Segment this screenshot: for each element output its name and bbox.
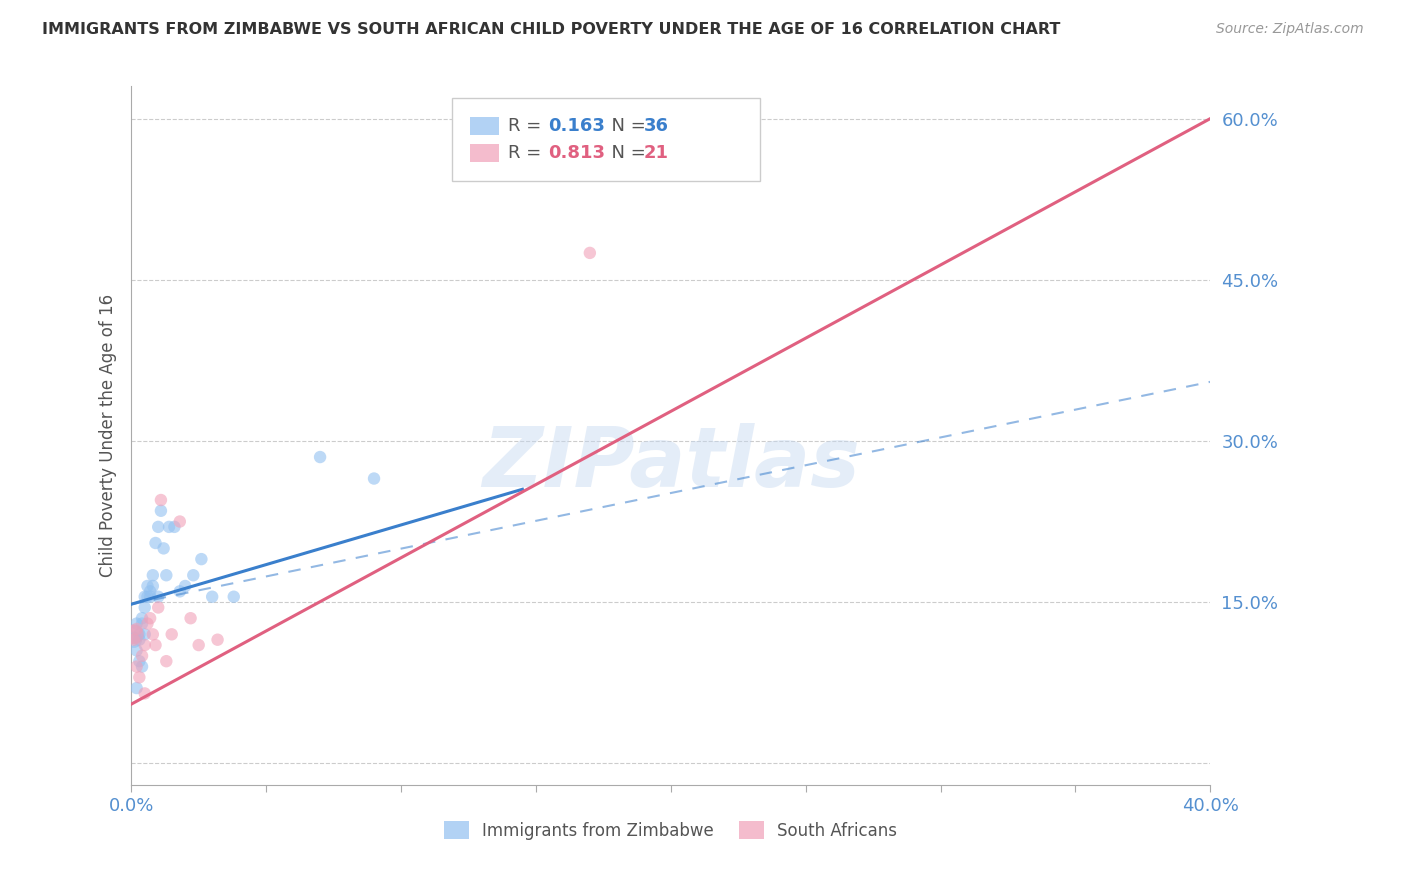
Point [134, 627, 156, 641]
Text: N =: N = [600, 144, 651, 161]
Point [128, 627, 150, 641]
Text: 21: 21 [644, 144, 668, 161]
Point [134, 686, 156, 700]
Text: Source: ZipAtlas.com: Source: ZipAtlas.com [1216, 22, 1364, 37]
Point [169, 515, 191, 529]
Point [125, 616, 148, 631]
Text: 0.163: 0.163 [548, 117, 605, 135]
Point [152, 541, 174, 556]
Point [125, 643, 148, 657]
Point [207, 632, 229, 647]
Point [149, 504, 172, 518]
Point [145, 638, 167, 652]
Point [180, 611, 202, 625]
Point [149, 493, 172, 508]
Point [131, 611, 153, 625]
Point [145, 536, 167, 550]
Point [187, 638, 209, 652]
Point [122, 627, 145, 641]
Point [181, 568, 204, 582]
Point [201, 590, 224, 604]
Point [122, 632, 145, 647]
Point [134, 600, 156, 615]
Point [157, 520, 180, 534]
Point [579, 246, 602, 260]
Point [142, 627, 165, 641]
Point [155, 654, 177, 668]
Point [139, 590, 162, 604]
Point [163, 520, 186, 534]
Point [136, 590, 159, 604]
Point [131, 616, 153, 631]
Point [125, 659, 148, 673]
Point [125, 622, 148, 636]
Point [142, 568, 165, 582]
Text: R =: R = [509, 144, 547, 161]
Point [134, 638, 156, 652]
Point [139, 611, 162, 625]
Point [128, 670, 150, 684]
Point [169, 584, 191, 599]
Point [160, 627, 183, 641]
Text: 0.813: 0.813 [548, 144, 605, 161]
Point [122, 632, 145, 647]
Point [148, 590, 170, 604]
Point [122, 627, 145, 641]
Point [136, 579, 159, 593]
Point [148, 520, 170, 534]
Point [222, 590, 245, 604]
Point [148, 600, 170, 615]
Point [131, 659, 153, 673]
Point [363, 471, 385, 485]
Text: R =: R = [509, 117, 547, 135]
Point [128, 654, 150, 668]
Point [190, 552, 212, 566]
Point [142, 579, 165, 593]
Point [134, 590, 156, 604]
Point [174, 579, 197, 593]
Y-axis label: Child Poverty Under the Age of 16: Child Poverty Under the Age of 16 [100, 294, 117, 577]
Legend: Immigrants from Zimbabwe, South Africans: Immigrants from Zimbabwe, South Africans [437, 814, 904, 847]
Point [155, 568, 177, 582]
Text: 36: 36 [644, 117, 668, 135]
Point [131, 648, 153, 663]
Point [309, 450, 332, 464]
Text: ZIPatlas: ZIPatlas [482, 423, 859, 504]
Text: N =: N = [600, 117, 651, 135]
Point [136, 616, 159, 631]
Text: IMMIGRANTS FROM ZIMBABWE VS SOUTH AFRICAN CHILD POVERTY UNDER THE AGE OF 16 CORR: IMMIGRANTS FROM ZIMBABWE VS SOUTH AFRICA… [42, 22, 1060, 37]
Point [125, 681, 148, 695]
Point [128, 632, 150, 647]
Point [139, 584, 162, 599]
